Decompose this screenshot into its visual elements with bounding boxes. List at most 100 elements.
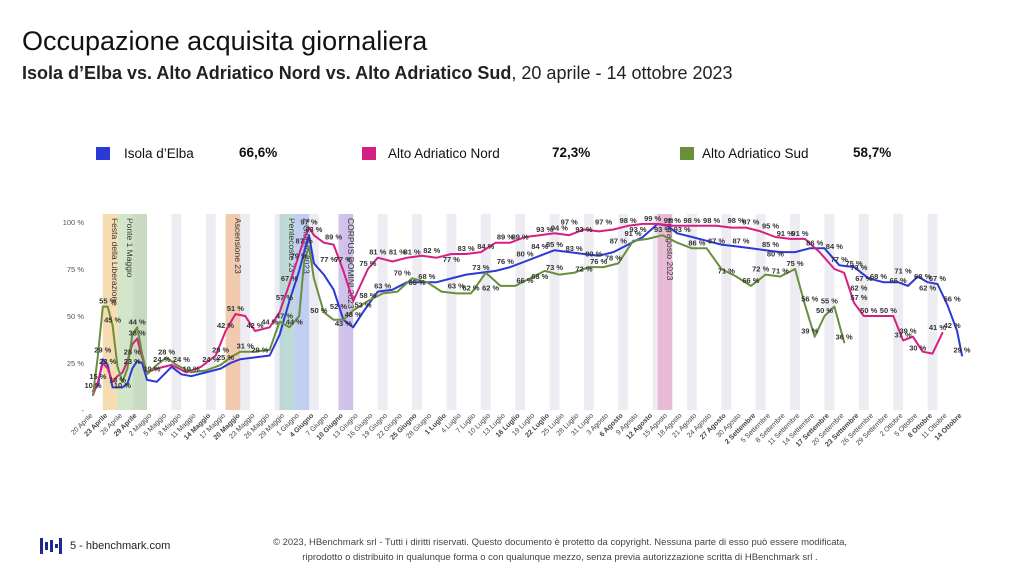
data-label: 78 % <box>605 253 622 262</box>
event-label: Ponte 1 Maggio <box>125 218 135 278</box>
data-label: 98 % <box>728 216 745 225</box>
series-line-alto-adriatico-sud <box>92 234 846 396</box>
data-label: 71 % <box>772 267 789 276</box>
hbenchmark-logo-icon <box>40 538 62 554</box>
data-label: 98 % <box>683 216 700 225</box>
data-label: 19 % <box>183 364 200 373</box>
data-label: 42 % <box>246 321 263 330</box>
data-label: 39 % <box>801 327 818 336</box>
data-label: 97 % <box>742 218 759 227</box>
data-label: 19 % <box>143 364 160 373</box>
data-label: 42 % <box>944 321 961 330</box>
data-label: 75 % <box>787 259 804 268</box>
data-label: 98 % <box>620 216 637 225</box>
data-label: 23 % <box>99 357 116 366</box>
data-label: 84 % <box>477 242 494 251</box>
data-label: 86 % <box>688 238 705 247</box>
weekend-band <box>755 214 766 410</box>
data-label: 97 % <box>595 218 612 227</box>
event-label: Festa della Liberazione <box>110 218 120 306</box>
data-label: 91 % <box>777 229 794 238</box>
data-label: 44 % <box>129 317 146 326</box>
weekend-band <box>412 214 422 410</box>
data-label: 44 % <box>286 317 303 326</box>
data-label: 80 % <box>516 250 533 259</box>
data-label: 43 % <box>335 319 352 328</box>
weekend-band <box>240 214 251 410</box>
data-label: 83 % <box>458 244 475 253</box>
data-label: 36 % <box>836 332 853 341</box>
data-label: 67 % <box>855 274 872 283</box>
data-label: 89 % <box>512 233 529 242</box>
data-label: 91 % <box>791 229 808 238</box>
copyright-line-2: riprodotto o distribuito in qualunque fo… <box>302 552 818 563</box>
data-label: 93 % <box>575 225 592 234</box>
legend-value-isola-elba: 66,6% <box>239 145 278 160</box>
data-label: 10 % <box>114 381 131 390</box>
data-label: 87 % <box>708 236 725 245</box>
weekend-band <box>377 214 388 410</box>
data-label: 65 % <box>408 278 425 287</box>
data-label: 98 % <box>664 216 681 225</box>
data-label: 80 % <box>585 250 602 259</box>
data-label: 45 % <box>104 315 121 324</box>
data-label: 87 % <box>733 236 750 245</box>
data-label: 81 % <box>404 248 421 257</box>
data-label: 51 % <box>227 304 244 313</box>
event-label: CORPUS DOMINI 2023 <box>346 218 356 309</box>
data-label: 82 % <box>423 246 440 255</box>
data-label: 56 % <box>801 295 818 304</box>
data-label: 52 % <box>330 302 347 311</box>
data-label: 77 % <box>320 255 337 264</box>
data-label: 24 % <box>202 355 219 364</box>
y-tick-label: - <box>82 406 85 415</box>
data-label: 68 % <box>418 272 435 281</box>
data-label: 56 % <box>944 295 961 304</box>
data-label: 93 % <box>305 225 322 234</box>
legend-item-alto-adriatico-nord: Alto Adriatico Nord <box>362 144 500 162</box>
data-label: 81 % <box>369 248 386 257</box>
data-label: 39 % <box>899 327 916 336</box>
data-label: 53 % <box>354 300 371 309</box>
data-label: 86 % <box>806 238 823 247</box>
data-label: 44 % <box>261 317 278 326</box>
data-label: 15 % <box>89 372 106 381</box>
background-bands: Festa della Liberazione Ponte 1 Maggio Asc… <box>102 214 938 410</box>
footer-brand: 5 - hbenchmark.com <box>40 537 170 555</box>
data-label: 75 % <box>359 259 376 268</box>
data-label: 89 % <box>497 233 514 242</box>
data-label: 66 % <box>742 276 759 285</box>
data-label: 73 % <box>850 263 867 272</box>
data-label: 50 % <box>310 306 327 315</box>
y-tick-label: 100 % <box>63 218 85 227</box>
data-label: 10 % <box>84 381 101 390</box>
data-label: 84 % <box>531 242 548 251</box>
data-label: 29 % <box>212 345 229 354</box>
footer-page-label: 5 - hbenchmark.com <box>70 540 171 552</box>
data-label: 95 % <box>762 221 779 230</box>
weekend-band <box>618 214 629 410</box>
data-label: 70 % <box>394 268 411 277</box>
data-label: 67 % <box>929 274 946 283</box>
weekend-band <box>171 214 182 410</box>
event-label: Ascensione 23 <box>233 218 243 274</box>
data-labels: 10 %15 %29 %55 %45 %23 %13 %10 %44 %38 %… <box>84 214 970 390</box>
legend-label-isola-elba: Isola d’Elba <box>124 145 194 161</box>
data-label: 97 % <box>561 218 578 227</box>
data-label: 50 % <box>880 306 897 315</box>
event-band-festa-della-liberazione <box>102 214 118 410</box>
weekend-band <box>309 214 319 410</box>
data-label: 55 % <box>99 297 116 306</box>
data-label: 42 % <box>217 321 234 330</box>
legend-item-isola-elba: Isola d’Elba <box>96 144 194 162</box>
legend-swatch-isola-elba <box>96 146 110 160</box>
data-label: 63 % <box>374 282 391 291</box>
data-label: 93 % <box>629 225 646 234</box>
data-label: 30 % <box>909 344 926 353</box>
legend-swatch-alto-adriatico-sud <box>680 146 694 160</box>
weekend-band <box>790 214 800 410</box>
event-label: Ferragosto 2023 <box>665 218 675 281</box>
data-label: 79 % <box>291 251 308 260</box>
data-label: 72 % <box>575 265 592 274</box>
